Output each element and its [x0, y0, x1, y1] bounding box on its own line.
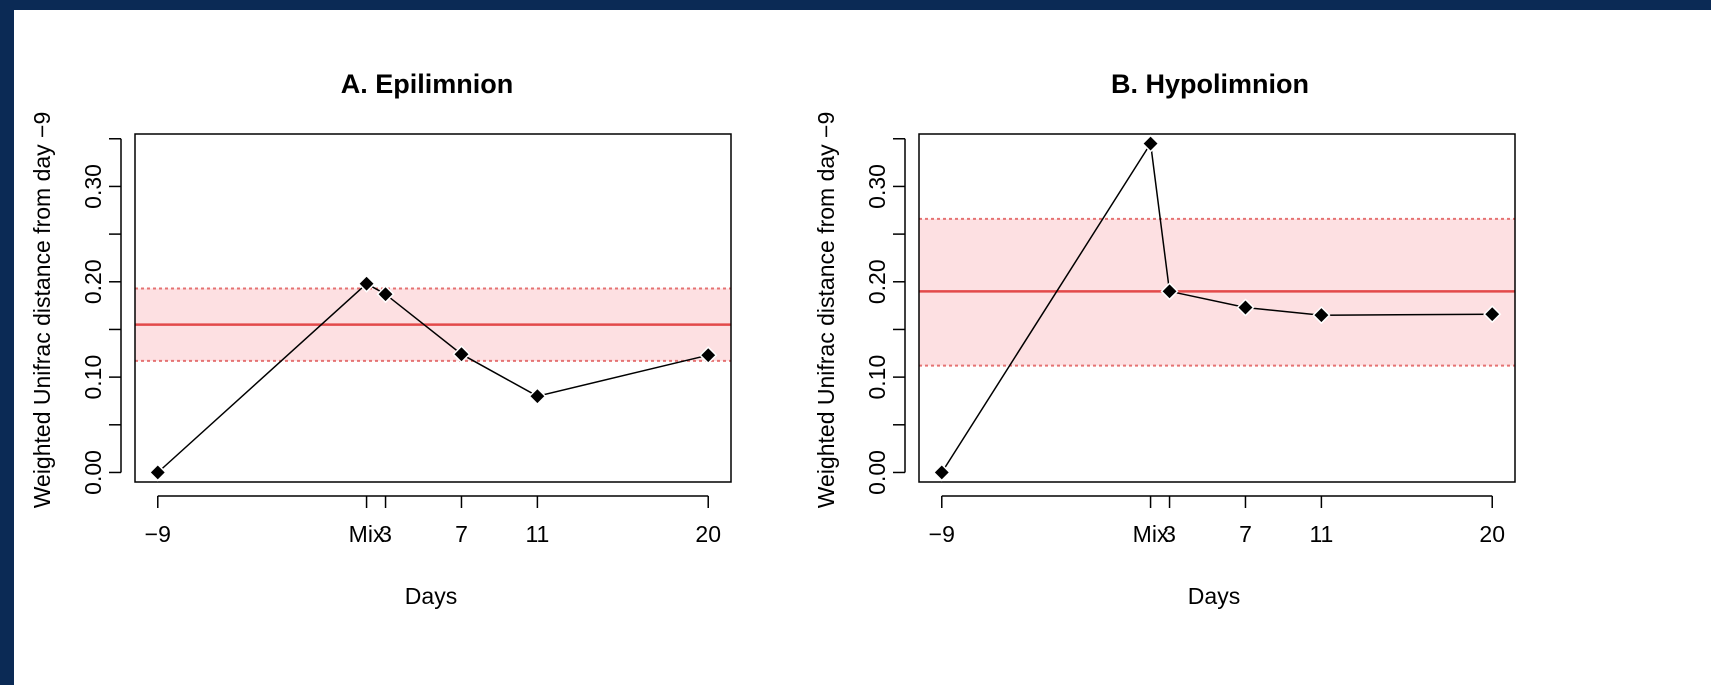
x-axis-label: Days — [405, 583, 457, 609]
data-point — [1236, 298, 1255, 317]
data-point — [452, 345, 471, 364]
x-tick-label: 20 — [695, 521, 721, 547]
chart-title: A. Epilimnion — [341, 69, 514, 99]
data-point — [528, 387, 547, 406]
y-tick-label: 0.10 — [80, 355, 106, 400]
x-tick-label: 3 — [1163, 521, 1176, 547]
chart-title: B. Hypolimnion — [1111, 69, 1309, 99]
x-tick-label: 7 — [455, 521, 468, 547]
data-point — [932, 463, 951, 482]
data-point — [1312, 306, 1331, 325]
series-line — [941, 141, 1493, 473]
x-tick-label: 11 — [525, 521, 549, 547]
data-point — [1141, 134, 1160, 153]
y-tick-label: 0.20 — [864, 259, 890, 304]
plot-frame — [918, 133, 1516, 483]
x-tick-label: −9 — [929, 521, 955, 547]
x-tick-label: 20 — [1479, 521, 1505, 547]
x-tick-label: −9 — [145, 521, 171, 547]
y-axis-label: Weighted Unifrac distance from day −9 — [29, 112, 55, 509]
x-tick-label: Mix — [1133, 521, 1169, 547]
x-tick-label: Mix — [349, 521, 385, 547]
x-axis-label: Days — [1188, 583, 1240, 609]
y-tick-label: 0.10 — [864, 355, 890, 400]
plot-frame — [134, 133, 732, 483]
series-line — [157, 282, 709, 474]
data-point — [699, 346, 718, 365]
panel-epilimnion: A. Epilimnion Days Weighted Unifrac dist… — [29, 69, 732, 609]
y-tick-label: 0.30 — [80, 164, 106, 209]
figure-frame: A. Epilimnion Days Weighted Unifrac dist… — [14, 10, 1711, 685]
y-tick-label: 0.20 — [80, 259, 106, 304]
figure-canvas: A. Epilimnion Days Weighted Unifrac dist… — [29, 69, 1516, 609]
data-point — [148, 463, 167, 482]
x-tick-label: 11 — [1309, 521, 1333, 547]
y-tick-label: 0.30 — [864, 164, 890, 209]
y-tick-label: 0.00 — [80, 450, 106, 495]
data-point — [1483, 305, 1502, 324]
x-tick-label: 3 — [379, 521, 392, 547]
y-axis-label: Weighted Unifrac distance from day −9 — [813, 112, 839, 509]
y-tick-label: 0.00 — [864, 450, 890, 495]
x-tick-label: 7 — [1239, 521, 1252, 547]
data-point — [1160, 282, 1179, 301]
data-point — [357, 274, 376, 293]
data-point — [376, 285, 395, 304]
panel-hypolimnion: B. Hypolimnion Days Weighted Unifrac dis… — [813, 69, 1516, 609]
